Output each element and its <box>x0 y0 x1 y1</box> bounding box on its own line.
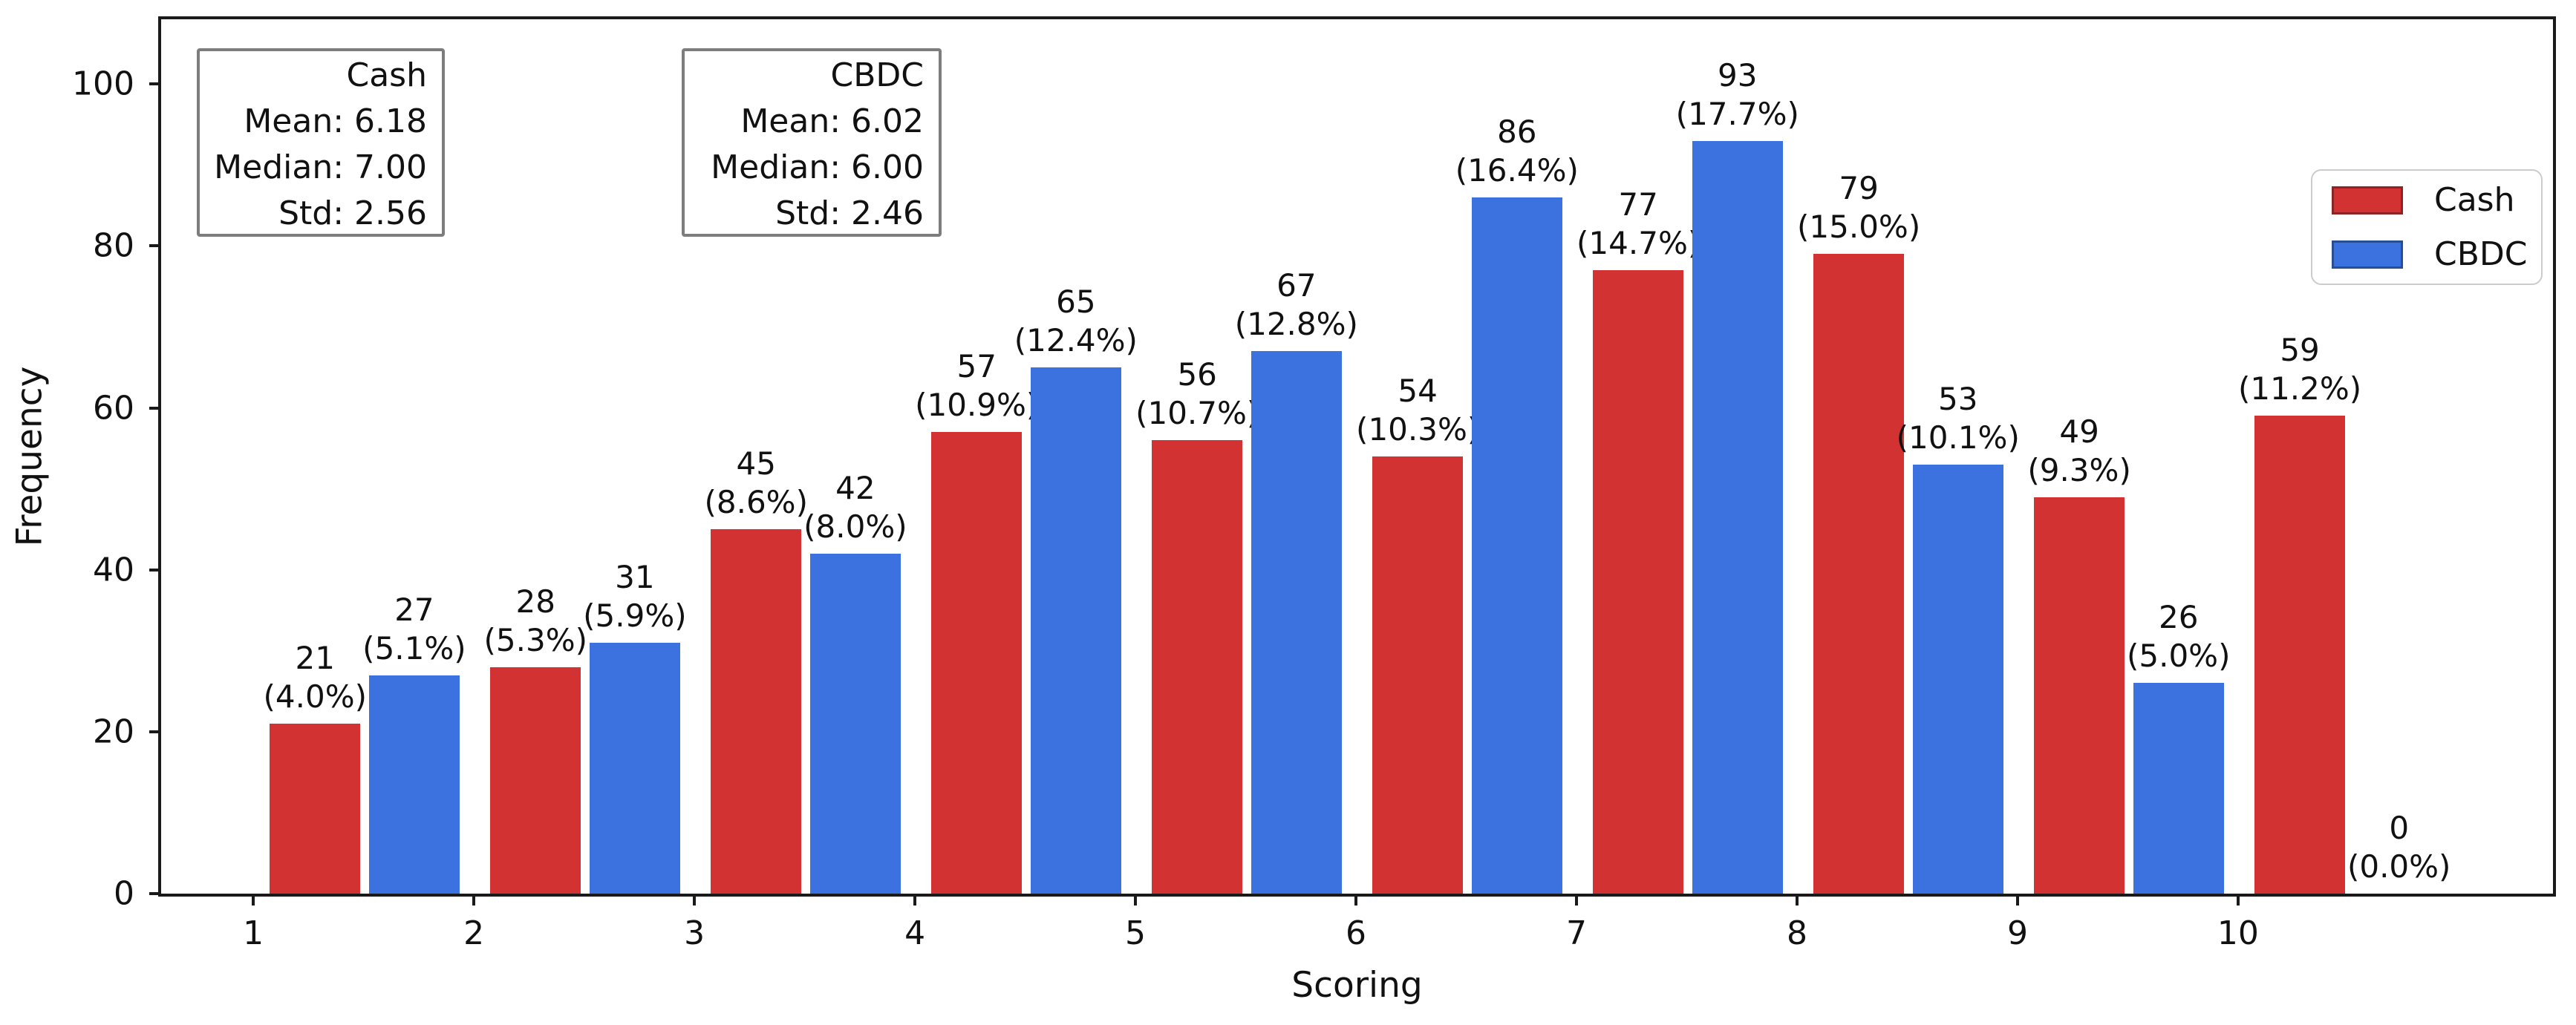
x-tick-label-9: 9 <box>2006 914 2028 952</box>
x-tick-label-3: 3 <box>684 914 705 952</box>
stats-box-cash-std: Std: 2.56 <box>278 194 427 232</box>
x-tick-label-7: 7 <box>1565 914 1587 952</box>
bar-value-label-cbdc-8: 53 (10.1%) <box>1896 380 2020 456</box>
bar-cbdc-7 <box>1692 140 1783 894</box>
y-tick-80 <box>149 244 161 248</box>
plot-area: Cash Mean: 6.18 Median: 7.00 Std: 2.56 C… <box>72 16 2556 952</box>
y-tick-40 <box>149 568 161 572</box>
x-tick-3 <box>693 894 697 906</box>
legend-item-cash: Cash <box>2332 181 2541 219</box>
y-tick-label-0: 0 <box>114 874 134 913</box>
x-tick-label-2: 2 <box>463 914 485 952</box>
stats-box-cash: Cash Mean: 6.18 Median: 7.00 Std: 2.56 <box>197 48 445 237</box>
bar-value-label-cash-2: 28 (5.3%) <box>483 583 587 658</box>
x-tick-label-1: 1 <box>243 914 264 952</box>
bar-value-label-cash-6: 54 (10.3%) <box>1356 373 1480 448</box>
bar-value-label-cash-4: 57 (10.9%) <box>915 348 1039 424</box>
x-tick-10 <box>2236 894 2240 906</box>
bar-cbdc-8 <box>1912 464 2003 894</box>
x-tick-label-10: 10 <box>2217 914 2259 952</box>
x-tick-label-5: 5 <box>1125 914 1147 952</box>
bar-value-label-cbdc-7: 93 (17.7%) <box>1675 56 1799 132</box>
bar-value-label-cbdc-2: 31 (5.9%) <box>583 558 687 634</box>
x-tick-4 <box>913 894 917 906</box>
stats-box-cash-mean: Mean: 6.18 <box>244 102 427 140</box>
stats-box-cbdc: CBDC Mean: 6.02 Median: 6.00 Std: 2.46 <box>682 48 942 237</box>
y-tick-100 <box>149 82 161 86</box>
bar-cash-4 <box>931 432 1023 894</box>
y-tick-label-80: 80 <box>93 226 134 265</box>
bar-cash-8 <box>1813 254 1904 894</box>
bar-cash-10 <box>2254 416 2345 894</box>
bar-value-label-cbdc-4: 65 (12.4%) <box>1014 284 1138 359</box>
y-tick-20 <box>149 730 161 733</box>
bar-cash-2 <box>490 667 581 894</box>
x-tick-label-4: 4 <box>904 914 926 952</box>
bar-cash-3 <box>711 529 802 894</box>
bar-cash-6 <box>1372 456 1464 894</box>
bar-value-label-cash-10: 59 (11.2%) <box>2237 332 2362 407</box>
x-tick-2 <box>472 894 476 906</box>
x-tick-7 <box>1574 894 1578 906</box>
y-tick-label-60: 60 <box>93 389 134 428</box>
bar-cbdc-5 <box>1250 351 1342 894</box>
stats-box-cbdc-median: Median: 6.00 <box>711 148 924 186</box>
bar-value-label-cash-7: 77 (14.7%) <box>1576 186 1701 262</box>
y-tick-label-20: 20 <box>93 713 134 751</box>
y-tick-60 <box>149 406 161 410</box>
bar-cash-7 <box>1593 270 1683 894</box>
bar-value-label-cbdc-9: 26 (5.0%) <box>2126 599 2231 675</box>
bar-value-label-cbdc-6: 86 (16.4%) <box>1455 113 1579 189</box>
y-tick-0 <box>149 892 161 895</box>
stats-box-cbdc-title: CBDC <box>830 56 924 94</box>
bar-value-label-cbdc-3: 42 (8.0%) <box>803 469 907 545</box>
y-tick-label-100: 100 <box>72 65 134 103</box>
x-tick-9 <box>2015 894 2019 906</box>
bar-cash-9 <box>2034 497 2125 894</box>
legend-item-cbdc: CBDC <box>2332 235 2541 273</box>
x-tick-label-6: 6 <box>1346 914 1366 952</box>
cbdc-swatch-icon <box>2332 240 2403 269</box>
legend-label-cash: Cash <box>2434 181 2515 219</box>
bar-cash-5 <box>1152 440 1243 894</box>
legend-label-cbdc: CBDC <box>2434 235 2528 273</box>
bar-value-label-cash-5: 56 (10.7%) <box>1135 356 1259 432</box>
bar-cbdc-4 <box>1030 367 1121 894</box>
bar-value-label-cash-9: 49 (9.3%) <box>2027 413 2131 488</box>
x-tick-label-8: 8 <box>1786 914 1807 952</box>
bar-cbdc-3 <box>809 553 901 894</box>
bar-value-label-cbdc-1: 27 (5.1%) <box>362 591 466 667</box>
legend: Cash CBDC <box>2311 169 2543 285</box>
y-axis-label: Frequency <box>9 366 50 547</box>
x-tick-8 <box>1795 894 1799 906</box>
x-axis-label: Scoring <box>1291 965 1423 1006</box>
y-tick-label-40: 40 <box>93 551 134 589</box>
bar-cash-1 <box>270 723 361 894</box>
bar-cbdc-2 <box>590 642 680 894</box>
bar-value-label-cbdc-5: 67 (12.8%) <box>1234 267 1358 343</box>
stats-box-cbdc-mean: Mean: 6.02 <box>740 102 924 140</box>
x-tick-1 <box>252 894 255 906</box>
x-tick-5 <box>1134 894 1138 906</box>
bar-cbdc-9 <box>2133 683 2224 894</box>
x-tick-6 <box>1354 894 1357 906</box>
bar-value-label-cash-1: 21 (4.0%) <box>263 639 368 715</box>
stats-box-cash-median: Median: 7.00 <box>214 148 427 186</box>
bar-cbdc-6 <box>1471 197 1562 894</box>
cash-swatch-icon <box>2332 186 2403 215</box>
bar-value-label-cash-3: 45 (8.6%) <box>704 445 808 521</box>
stats-box-cash-title: Cash <box>346 56 428 94</box>
bar-value-label-cash-8: 79 (15.0%) <box>1797 170 1921 246</box>
stats-box-cbdc-std: Std: 2.46 <box>775 194 924 232</box>
bar-cbdc-1 <box>369 675 460 894</box>
bar-value-label-cbdc-10: 0 (0.0%) <box>2347 810 2451 885</box>
